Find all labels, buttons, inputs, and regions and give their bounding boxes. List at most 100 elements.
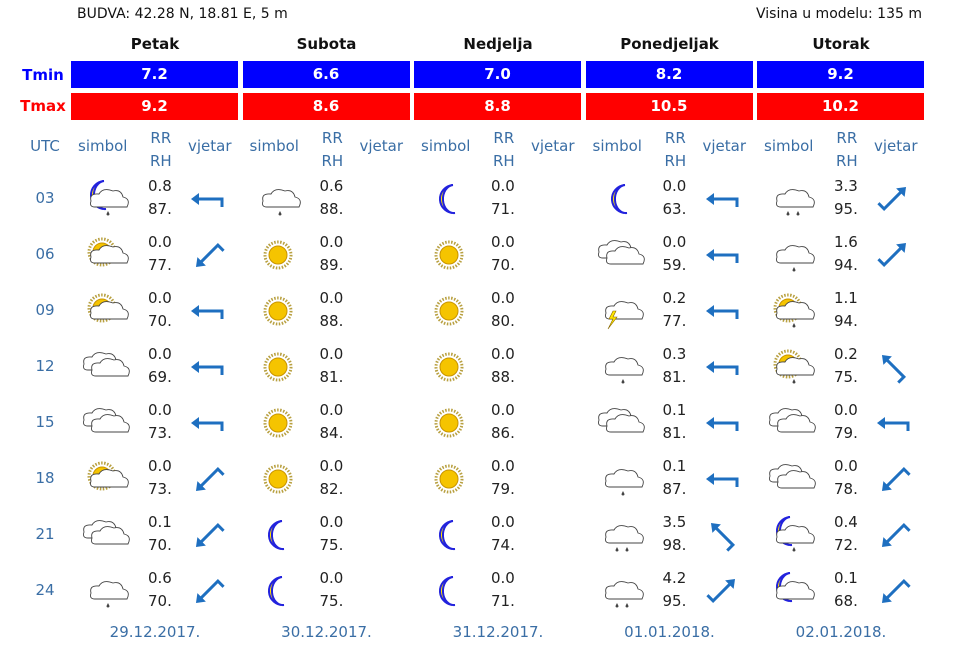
rh-value: 72. bbox=[834, 536, 858, 554]
moon-icon bbox=[427, 515, 471, 559]
moon-icon bbox=[599, 179, 643, 223]
rh-value: 59. bbox=[662, 256, 687, 274]
rh-value: 89. bbox=[319, 256, 344, 274]
rh-header: RH bbox=[150, 152, 172, 170]
rr-value: 0.0 bbox=[319, 233, 344, 251]
moon-icon bbox=[256, 571, 300, 615]
tmin-value: 9.2 bbox=[757, 61, 924, 88]
rr-value: 0.0 bbox=[491, 289, 515, 307]
vjetar-header: vjetar bbox=[702, 137, 747, 155]
rh-header: RH bbox=[664, 152, 687, 170]
cloud-icon bbox=[83, 347, 130, 391]
cloud-icon bbox=[597, 235, 645, 279]
tmax-value: 8.8 bbox=[414, 93, 581, 120]
rr-value: 0.1 bbox=[662, 401, 687, 419]
rh-value: 75. bbox=[319, 536, 344, 554]
day-name: Ponedjeljak bbox=[620, 35, 719, 53]
rr-value: 1.6 bbox=[834, 233, 858, 251]
rr-value: 0.0 bbox=[148, 289, 172, 307]
rh-value: 75. bbox=[834, 368, 858, 386]
tmin-label: Tmin bbox=[22, 66, 64, 84]
rh-value: 71. bbox=[491, 592, 515, 610]
tmax-value: 9.2 bbox=[71, 93, 238, 120]
rh-value: 81. bbox=[662, 368, 687, 386]
rh-value: 78. bbox=[834, 480, 858, 498]
sun-cloud-icon bbox=[84, 459, 129, 503]
wind-arrow-left-icon bbox=[188, 349, 228, 389]
rr-value: 0.0 bbox=[148, 233, 172, 251]
rh-value: 95. bbox=[834, 200, 858, 218]
tmin-value: 6.6 bbox=[242, 61, 410, 88]
rr-value: 0.0 bbox=[662, 177, 687, 195]
rr-value: 0.0 bbox=[491, 233, 515, 251]
rr-rh-header: RR RH bbox=[665, 127, 687, 173]
rr-value: 0.2 bbox=[834, 345, 858, 363]
sun-icon bbox=[427, 459, 471, 503]
rh-value: 88. bbox=[491, 368, 515, 386]
cloud-heavy-rain-icon bbox=[770, 179, 815, 223]
sun-cloud-icon bbox=[84, 291, 129, 335]
utc-hour: 21 bbox=[35, 525, 55, 543]
rr-value: 0.2 bbox=[662, 289, 687, 307]
rh-value: 81. bbox=[319, 368, 344, 386]
utc-hour: 15 bbox=[35, 413, 55, 431]
tmax-value: 10.2 bbox=[757, 93, 924, 120]
day-name: Utorak bbox=[812, 35, 870, 53]
rh-value: 79. bbox=[491, 480, 515, 498]
rr-value: 0.3 bbox=[662, 345, 687, 363]
rh-value: 80. bbox=[491, 312, 515, 330]
sun-cloud-rain-icon bbox=[770, 291, 815, 335]
rh-value: 84. bbox=[319, 424, 344, 442]
rr-header: RR bbox=[493, 129, 515, 147]
cloud-heavy-rain-icon bbox=[599, 515, 644, 559]
rr-header: RR bbox=[321, 129, 343, 147]
sun-icon bbox=[427, 403, 471, 447]
vjetar-header: vjetar bbox=[188, 137, 232, 155]
moon-icon bbox=[256, 515, 300, 559]
wind-arrow-up-right-icon bbox=[703, 573, 743, 613]
vjetar-header: vjetar bbox=[359, 137, 404, 155]
rh-value: 87. bbox=[148, 200, 172, 218]
rr-value: 0.1 bbox=[148, 513, 172, 531]
cloud-rain-icon bbox=[256, 179, 301, 223]
cloud-icon bbox=[83, 403, 130, 447]
rh-value: 88. bbox=[319, 200, 344, 218]
wind-arrow-left-icon bbox=[703, 461, 743, 501]
rr-value: 0.0 bbox=[319, 289, 344, 307]
day-date: 02.01.2018. bbox=[795, 623, 887, 641]
cloud-rain-icon bbox=[84, 571, 129, 615]
rh-header: RH bbox=[493, 152, 515, 170]
rr-value: 0.1 bbox=[834, 569, 858, 587]
rh-value: 70. bbox=[491, 256, 515, 274]
rr-value: 0.6 bbox=[148, 569, 172, 587]
rr-value: 0.0 bbox=[319, 345, 344, 363]
day-date: 29.12.2017. bbox=[109, 623, 201, 641]
simbol-header: simbol bbox=[764, 137, 814, 155]
rh-value: 79. bbox=[834, 424, 858, 442]
rr-value: 0.0 bbox=[491, 457, 515, 475]
sun-cloud-icon bbox=[84, 235, 129, 279]
rh-value: 75. bbox=[319, 592, 344, 610]
wind-arrow-down-left-icon bbox=[874, 573, 914, 613]
tmax-value: 8.6 bbox=[242, 93, 410, 120]
rr-value: 0.6 bbox=[319, 177, 344, 195]
wind-arrow-up-right-icon bbox=[874, 237, 914, 277]
rh-value: 73. bbox=[148, 480, 172, 498]
tmax-value: 10.5 bbox=[585, 93, 753, 120]
cloud-icon bbox=[769, 403, 816, 447]
simbol-header: simbol bbox=[592, 137, 642, 155]
utc-hour: 12 bbox=[35, 357, 55, 375]
wind-arrow-left-icon bbox=[874, 405, 914, 445]
sun-icon bbox=[256, 235, 300, 279]
wind-arrow-up-left-icon bbox=[703, 517, 743, 557]
rh-value: 63. bbox=[662, 200, 687, 218]
tmin-value: 7.0 bbox=[414, 61, 581, 88]
rr-value: 4.2 bbox=[662, 569, 687, 587]
wind-arrow-left-icon bbox=[703, 237, 743, 277]
cloud-heavy-rain-icon bbox=[599, 571, 644, 615]
vjetar-header: vjetar bbox=[874, 137, 918, 155]
wind-arrow-down-left-icon bbox=[188, 517, 228, 557]
rr-value: 3.3 bbox=[834, 177, 858, 195]
wind-arrow-left-icon bbox=[703, 293, 743, 333]
rr-value: 0.0 bbox=[491, 345, 515, 363]
